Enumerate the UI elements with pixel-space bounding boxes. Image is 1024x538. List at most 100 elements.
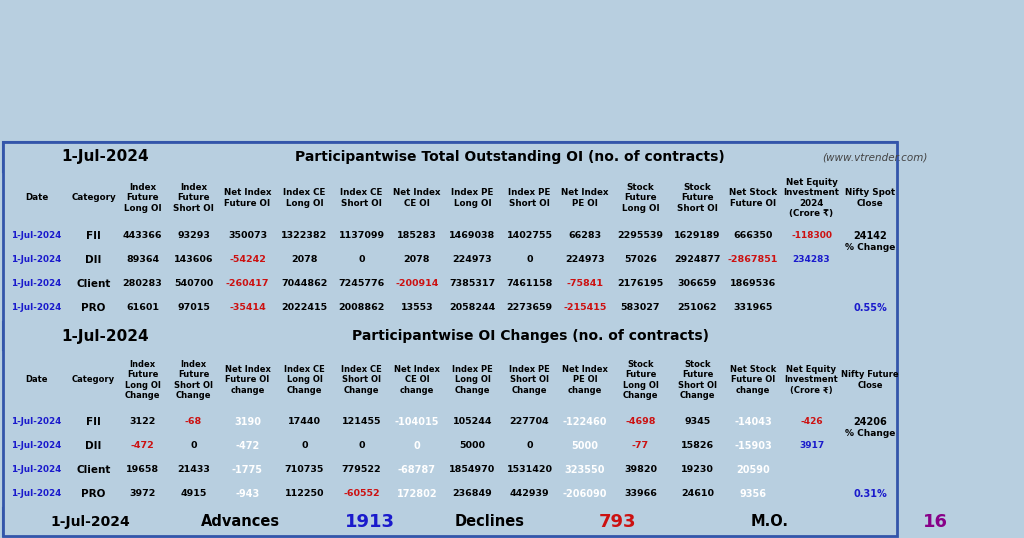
Text: 2924877: 2924877 — [674, 256, 721, 265]
Text: 224973: 224973 — [565, 256, 605, 265]
Text: 1-Jul-2024: 1-Jul-2024 — [11, 256, 61, 265]
Bar — [612, 272, 669, 296]
Text: Net Index
PE OI: Net Index PE OI — [561, 188, 608, 208]
Text: 39820: 39820 — [624, 465, 657, 475]
Bar — [843, 224, 897, 248]
Bar — [219, 272, 276, 296]
Text: -15903: -15903 — [734, 441, 772, 451]
Bar — [843, 458, 897, 482]
Bar — [117, 172, 168, 224]
Bar — [612, 350, 669, 410]
Text: -35414: -35414 — [229, 303, 266, 313]
Text: 7245776: 7245776 — [338, 280, 385, 288]
Bar — [168, 458, 219, 482]
Text: Client: Client — [77, 465, 111, 475]
Bar — [3, 350, 70, 410]
Bar — [501, 350, 558, 410]
Text: Net Index
CE OI
change: Net Index CE OI change — [394, 365, 440, 395]
Text: 1854970: 1854970 — [450, 465, 496, 475]
Bar — [117, 434, 168, 458]
Bar — [558, 224, 612, 248]
Text: Index CE
Long OI: Index CE Long OI — [284, 188, 326, 208]
Bar — [843, 482, 897, 506]
Text: 15826: 15826 — [681, 442, 714, 450]
Text: 666350: 666350 — [733, 231, 773, 240]
Text: 0: 0 — [358, 256, 365, 265]
Text: -68: -68 — [185, 417, 202, 427]
Bar — [558, 458, 612, 482]
Text: FII: FII — [86, 417, 101, 427]
Bar — [333, 434, 390, 458]
Text: 24206: 24206 — [853, 417, 887, 427]
Text: Category: Category — [71, 194, 116, 202]
Bar — [612, 248, 669, 272]
Bar — [444, 350, 501, 410]
Text: 20590: 20590 — [736, 465, 770, 475]
Text: Date: Date — [26, 376, 48, 385]
Bar — [843, 172, 897, 224]
Text: 1137099: 1137099 — [339, 231, 385, 240]
Bar — [780, 296, 843, 320]
Text: 350073: 350073 — [228, 231, 267, 240]
Text: Stock
Future
Short OI
Change: Stock Future Short OI Change — [678, 360, 717, 400]
Bar — [276, 296, 333, 320]
Bar — [444, 434, 501, 458]
Text: Index CE
Short OI: Index CE Short OI — [340, 188, 383, 208]
Bar — [444, 272, 501, 296]
Bar — [558, 248, 612, 272]
Bar — [70, 434, 117, 458]
Text: 89364: 89364 — [126, 256, 159, 265]
Text: 13553: 13553 — [400, 303, 433, 313]
Text: 0: 0 — [190, 442, 197, 450]
Text: 24610: 24610 — [681, 490, 714, 499]
Text: 2176195: 2176195 — [617, 280, 664, 288]
Bar — [70, 458, 117, 482]
Text: Index
Future
Long OI
Change: Index Future Long OI Change — [125, 360, 161, 400]
Text: 57026: 57026 — [624, 256, 657, 265]
Text: 323550: 323550 — [565, 465, 605, 475]
Text: 2295539: 2295539 — [617, 231, 664, 240]
Text: -206090: -206090 — [563, 489, 607, 499]
Bar — [276, 272, 333, 296]
Bar — [70, 410, 117, 434]
Text: 280283: 280283 — [123, 280, 163, 288]
Text: 7385317: 7385317 — [450, 280, 496, 288]
Text: 0: 0 — [526, 256, 532, 265]
Bar — [276, 410, 333, 434]
Bar — [276, 350, 333, 410]
Text: Index
Future
Short OI
Change: Index Future Short OI Change — [174, 360, 213, 400]
Bar — [726, 482, 780, 506]
Text: Index
Future
Long OI: Index Future Long OI — [124, 183, 162, 213]
Bar — [501, 296, 558, 320]
Text: Net Index
Future OI: Net Index Future OI — [224, 188, 271, 208]
Bar — [726, 350, 780, 410]
Text: Index PE
Long OI: Index PE Long OI — [452, 188, 494, 208]
Bar — [219, 434, 276, 458]
Bar — [669, 458, 726, 482]
Bar — [390, 482, 444, 506]
Bar — [444, 482, 501, 506]
Text: -54242: -54242 — [229, 256, 266, 265]
Text: 442939: 442939 — [510, 490, 549, 499]
Text: -2867851: -2867851 — [728, 256, 778, 265]
Text: 97015: 97015 — [177, 303, 210, 313]
Bar — [780, 248, 843, 272]
Bar — [726, 410, 780, 434]
Text: Index PE
Long OI
Change: Index PE Long OI Change — [453, 365, 493, 395]
Text: 61601: 61601 — [126, 303, 159, 313]
Bar — [612, 296, 669, 320]
Bar — [3, 410, 70, 434]
Bar — [333, 272, 390, 296]
Bar — [501, 410, 558, 434]
Text: -77: -77 — [632, 442, 649, 450]
Text: Net Equity
Investment
(Crore ₹): Net Equity Investment (Crore ₹) — [784, 365, 839, 395]
Text: 2078: 2078 — [403, 256, 430, 265]
Text: 112250: 112250 — [285, 490, 325, 499]
Bar — [117, 272, 168, 296]
Text: 224973: 224973 — [453, 256, 493, 265]
Bar — [843, 248, 897, 272]
Bar — [219, 410, 276, 434]
Text: 2058244: 2058244 — [450, 303, 496, 313]
Bar — [333, 482, 390, 506]
Bar — [726, 224, 780, 248]
